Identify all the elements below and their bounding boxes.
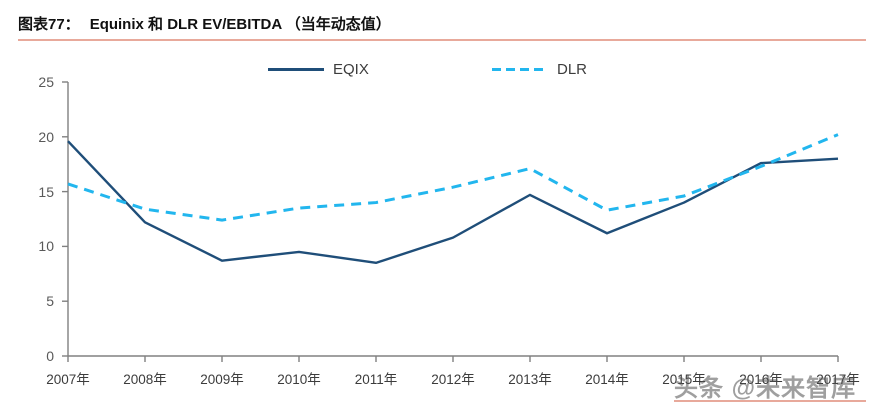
- x-axis-tick-label: 2009年: [200, 372, 244, 387]
- y-axis-tick-label: 10: [38, 238, 54, 255]
- x-axis-tick-label: 2007年: [46, 372, 90, 387]
- x-axis-tick-label: 2014年: [585, 372, 629, 387]
- y-axis-ticks: [62, 81, 68, 357]
- figure-title-bar: 图表77： Equinix 和 DLR EV/EBITDA （当年动态值）: [18, 8, 863, 38]
- bottom-divider: [674, 400, 866, 402]
- title-divider: [18, 39, 866, 41]
- x-axis-ticks: [67, 356, 839, 362]
- legend-item-dlr[interactable]: DLR: [492, 56, 587, 82]
- y-axis-tick-label: 15: [38, 183, 54, 200]
- chart-legend: EQIX DLR: [268, 56, 688, 82]
- x-axis-tick-label: 2016年: [739, 372, 783, 387]
- x-axis-tick-label: 2011年: [354, 372, 398, 387]
- legend-swatch-eqix-icon: [268, 62, 324, 76]
- chart-series-eqix: [67, 140, 839, 265]
- x-axis-tick-label: 2012年: [431, 372, 475, 387]
- y-axis-tick-label: 20: [38, 128, 54, 145]
- x-axis-tick-label: 2010年: [277, 372, 321, 387]
- figure-label: 图表77：: [18, 15, 80, 33]
- page-title: Equinix 和 DLR EV/EBITDA （当年动态值）: [89, 15, 391, 33]
- legend-label-eqix: EQIX: [333, 60, 369, 78]
- x-axis-tick-label: 2008年: [123, 372, 167, 387]
- y-axis-tick-label: 0: [46, 348, 54, 364]
- x-axis-tick-label: 2013年: [508, 372, 552, 387]
- y-axis-tick-label: 25: [38, 74, 54, 90]
- x-axis-tick-label: 2015年: [662, 372, 706, 387]
- legend-label-dlr: DLR: [557, 60, 588, 78]
- x-axis-tick-label: 2017年: [816, 372, 860, 387]
- chart-series-layer: [67, 133, 839, 265]
- chart-series-dlr: [67, 133, 839, 222]
- legend-item-eqix[interactable]: EQIX: [268, 56, 369, 82]
- y-axis-tick-label: 5: [46, 293, 54, 310]
- legend-swatch-dlr-icon: [492, 62, 548, 76]
